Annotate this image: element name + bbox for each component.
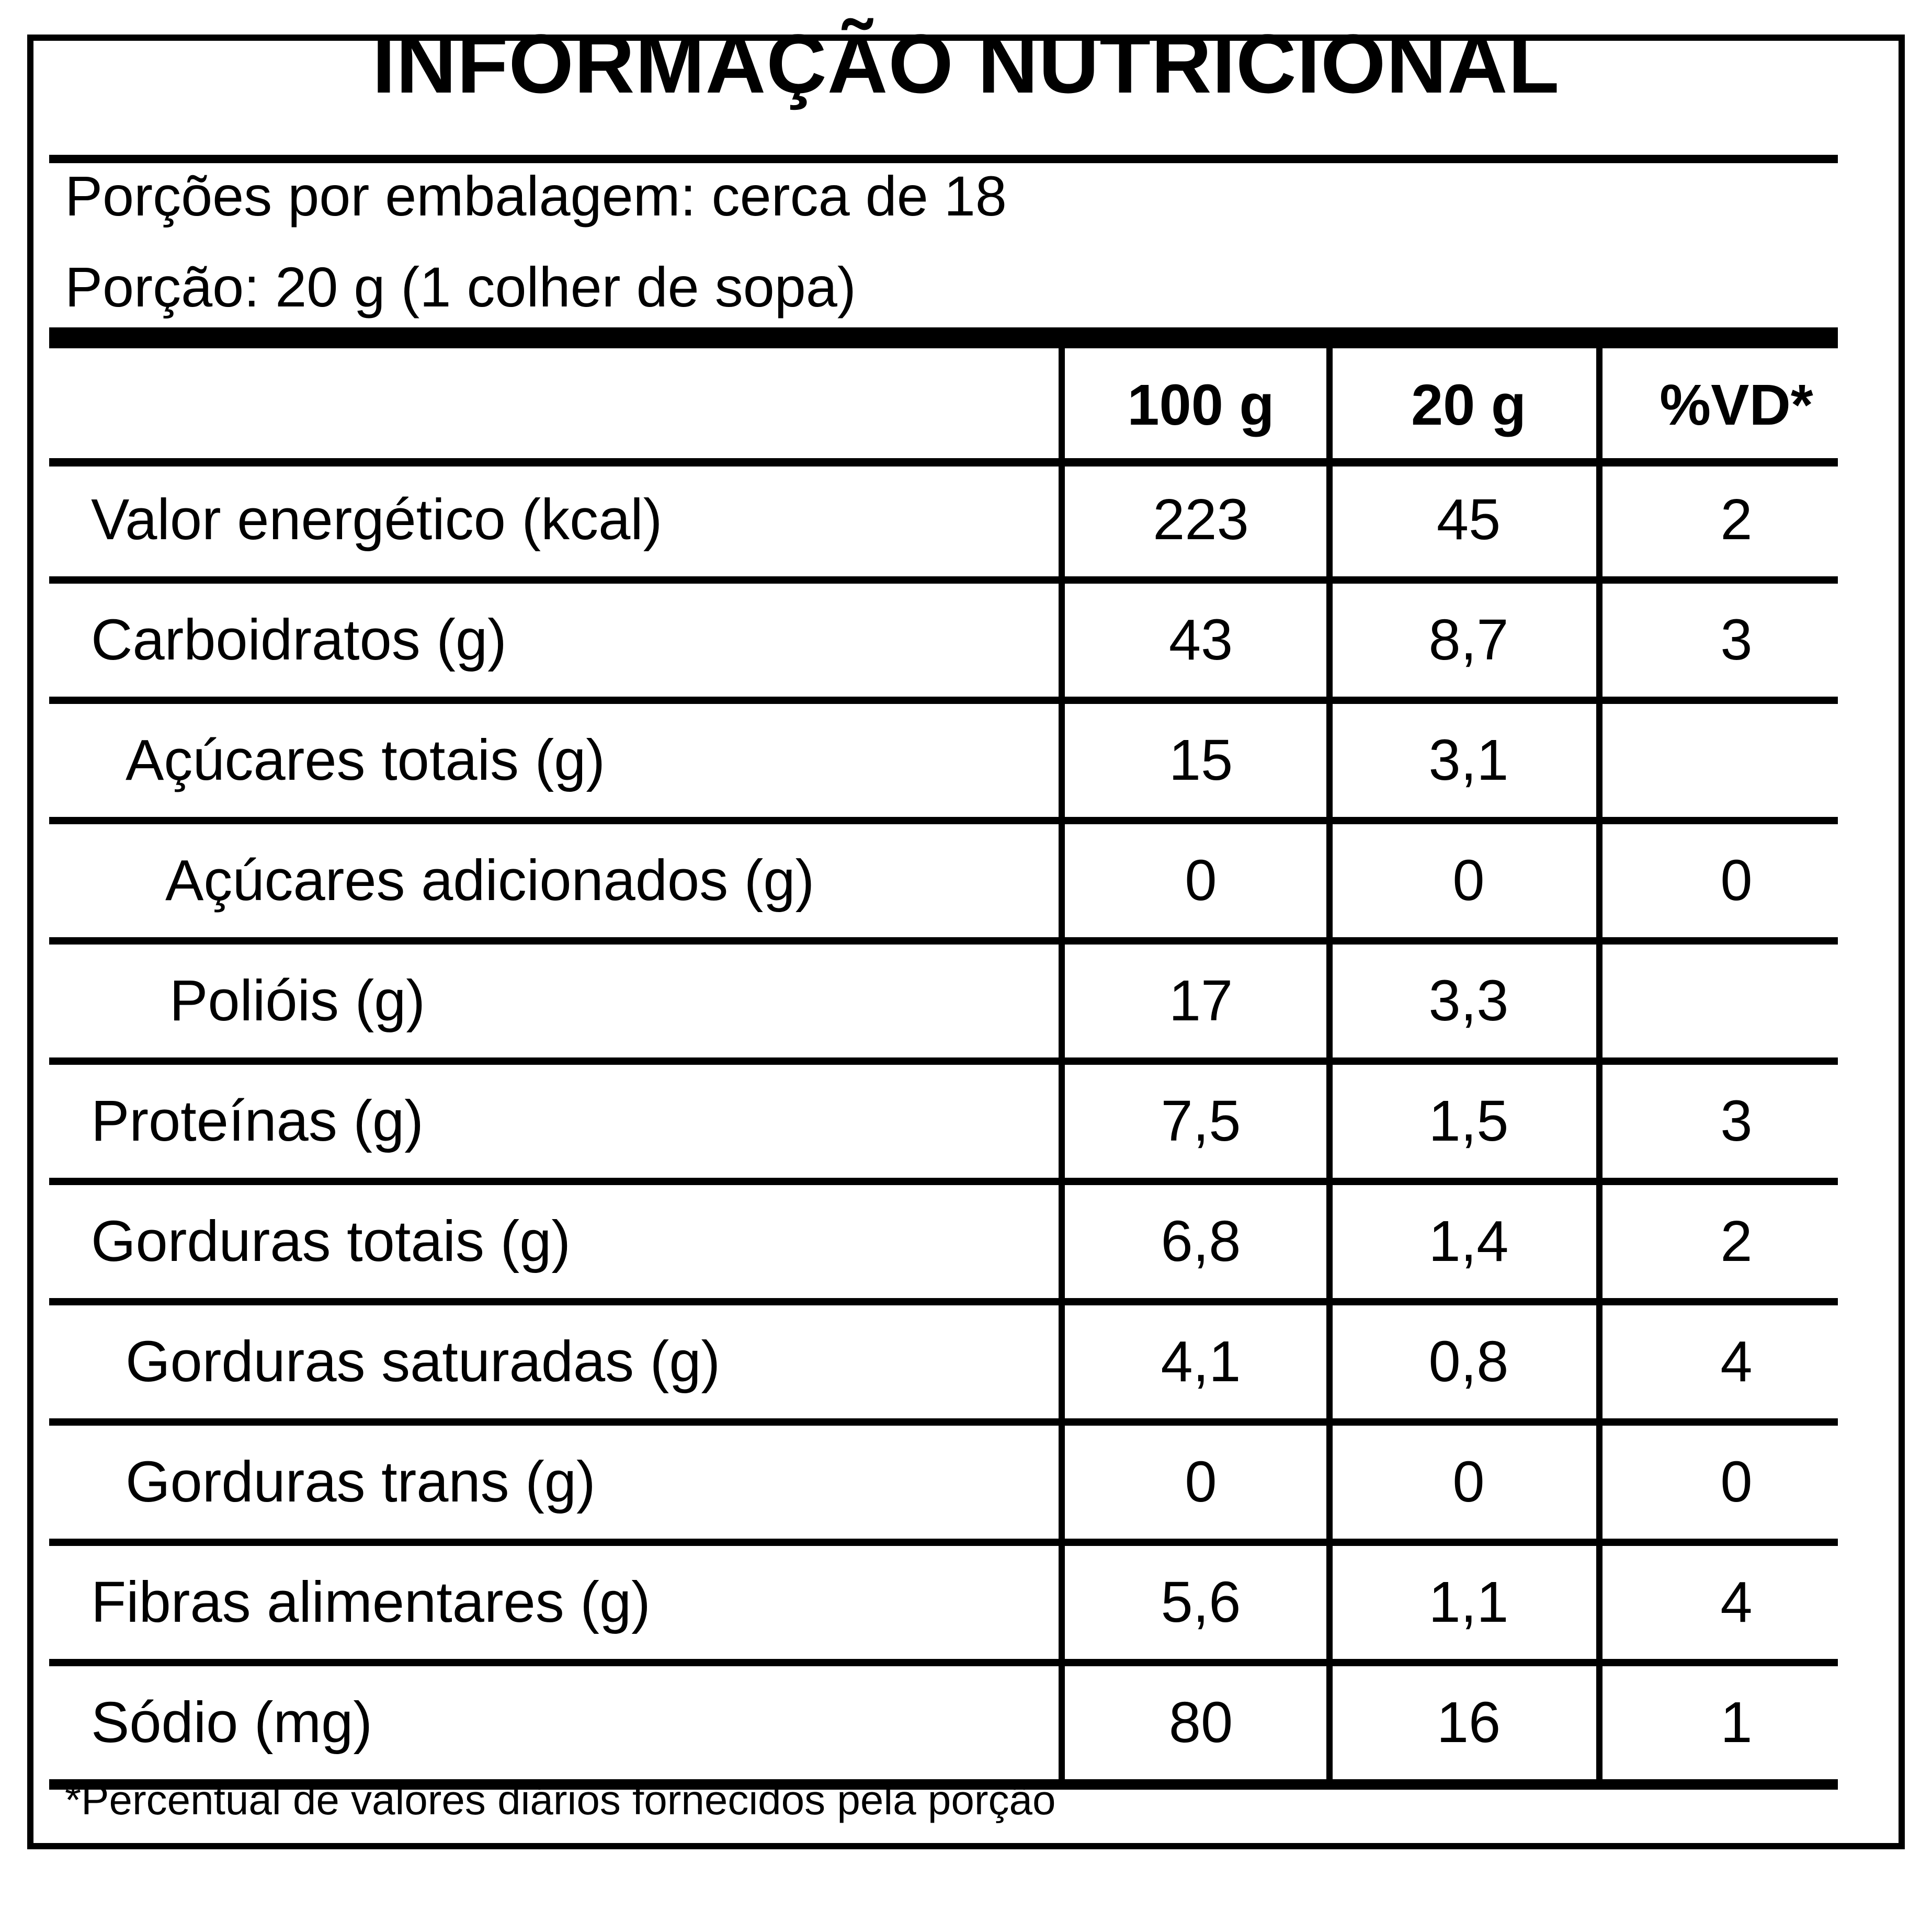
per-portion-cell: 3,1 bbox=[1428, 728, 1509, 792]
daily-value-cell: 4 bbox=[1720, 1329, 1753, 1394]
row-rule bbox=[49, 1418, 1838, 1426]
row-label: Gorduras saturadas (g) bbox=[126, 1329, 721, 1394]
daily-value-cell bbox=[1616, 703, 1857, 818]
per-100g-cell: 0 bbox=[1185, 1450, 1217, 1514]
per-portion-cell: 0 bbox=[1452, 1450, 1485, 1514]
row-label: Fibras alimentares (g) bbox=[91, 1570, 651, 1634]
daily-value-cell: 2 bbox=[1720, 487, 1753, 552]
per-portion-cell: 1,5 bbox=[1428, 1089, 1509, 1153]
per-portion-cell: 0 bbox=[1452, 848, 1485, 913]
daily-value-cell: 4 bbox=[1720, 1570, 1753, 1634]
per-100g-cell: 7,5 bbox=[1161, 1089, 1241, 1153]
per-100g-cell: 43 bbox=[1168, 608, 1233, 672]
row-rule bbox=[49, 817, 1838, 824]
daily-value-cell: 0 bbox=[1720, 1450, 1753, 1514]
row-rule bbox=[49, 1539, 1838, 1546]
thick-rule bbox=[49, 327, 1838, 348]
row-label: Proteínas (g) bbox=[91, 1089, 424, 1153]
per-portion-cell: 1,1 bbox=[1428, 1570, 1509, 1634]
row-label: Valor energético (kcal) bbox=[91, 487, 663, 552]
per-100g-cell: 0 bbox=[1185, 848, 1217, 913]
column-divider bbox=[1596, 348, 1603, 1782]
footnote: *Percentual de valores diários fornecido… bbox=[65, 1777, 1056, 1823]
header-rule bbox=[49, 458, 1838, 467]
daily-value-cell bbox=[1616, 943, 1857, 1059]
daily-value-cell: 0 bbox=[1720, 848, 1753, 913]
daily-value-cell: 3 bbox=[1720, 608, 1753, 672]
per-portion-cell: 1,4 bbox=[1428, 1209, 1509, 1273]
row-rule bbox=[49, 1057, 1838, 1065]
serving-size: Porção: 20 g (1 colher de sopa) bbox=[65, 255, 856, 318]
row-label: Carboidratos (g) bbox=[91, 608, 507, 672]
per-100g-cell: 6,8 bbox=[1161, 1209, 1241, 1273]
per-portion-cell: 8,7 bbox=[1428, 608, 1509, 672]
daily-value-cell: 2 bbox=[1720, 1209, 1753, 1273]
column-divider bbox=[1059, 348, 1065, 1782]
per-portion-cell: 16 bbox=[1436, 1690, 1501, 1755]
row-label: Polióis (g) bbox=[169, 969, 426, 1033]
per-100g-cell: 223 bbox=[1153, 487, 1249, 552]
per-100g-cell: 4,1 bbox=[1161, 1329, 1241, 1394]
row-label: Gorduras trans (g) bbox=[126, 1450, 596, 1514]
column-header: 100 g bbox=[1127, 373, 1275, 437]
per-portion-cell: 3,3 bbox=[1428, 969, 1509, 1033]
per-100g-cell: 80 bbox=[1168, 1690, 1233, 1755]
per-100g-cell: 15 bbox=[1168, 728, 1233, 792]
row-rule bbox=[49, 937, 1838, 945]
row-rule bbox=[49, 576, 1838, 584]
daily-value-cell: 3 bbox=[1720, 1089, 1753, 1153]
per-100g-cell: 17 bbox=[1168, 969, 1233, 1033]
column-header: 20 g bbox=[1411, 373, 1527, 437]
row-rule bbox=[49, 1779, 1838, 1790]
row-label: Açúcares totais (g) bbox=[126, 728, 606, 792]
row-rule bbox=[49, 697, 1838, 704]
row-rule bbox=[49, 1178, 1838, 1185]
row-label: Sódio (mg) bbox=[91, 1690, 372, 1755]
row-label: Gorduras totais (g) bbox=[91, 1209, 571, 1273]
column-divider bbox=[1326, 348, 1333, 1782]
row-rule bbox=[49, 1298, 1838, 1305]
row-label: Açúcares adicionados (g) bbox=[165, 848, 815, 913]
per-100g-cell: 5,6 bbox=[1161, 1570, 1241, 1634]
nutrition-facts-panel bbox=[27, 35, 1905, 1849]
per-portion-cell: 0,8 bbox=[1428, 1329, 1509, 1394]
daily-value-cell: 1 bbox=[1720, 1690, 1753, 1755]
per-portion-cell: 45 bbox=[1436, 487, 1501, 552]
row-rule bbox=[49, 1659, 1838, 1666]
title-rule bbox=[49, 155, 1838, 163]
panel-title: INFORMAÇÃO NUTRICIONAL bbox=[372, 17, 1560, 110]
servings-per-package: Porções por embalagem: cerca de 18 bbox=[65, 164, 1007, 228]
column-header: %VD* bbox=[1660, 373, 1813, 437]
